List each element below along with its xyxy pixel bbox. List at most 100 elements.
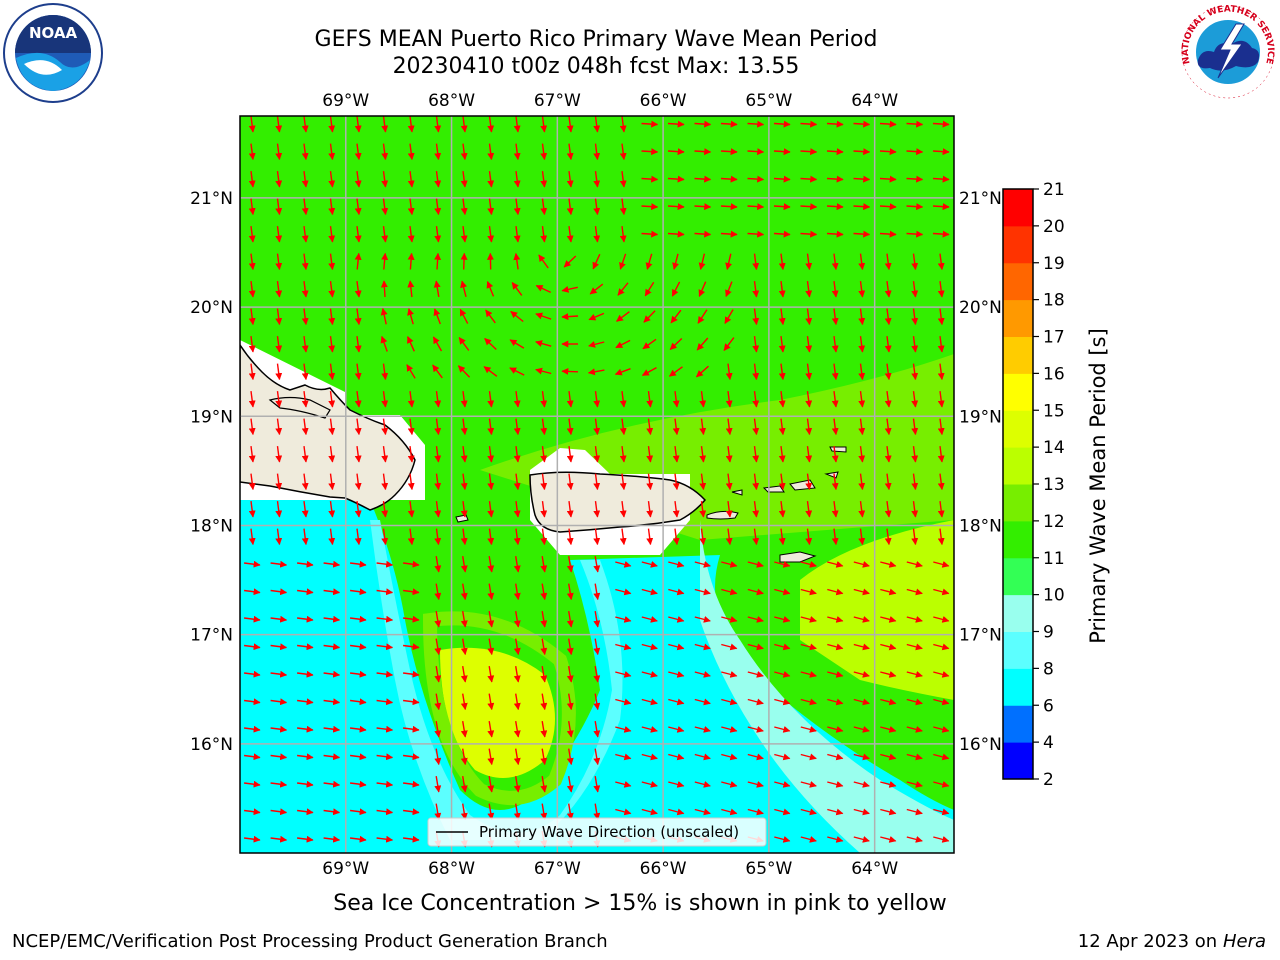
wave-arrow — [906, 726, 923, 733]
wave-arrow — [774, 836, 791, 843]
arrow-legend-label: Primary Wave Direction (unscaled) — [479, 823, 739, 841]
wave-arrow — [937, 528, 945, 546]
wave-arrow — [434, 803, 442, 821]
wave-arrow — [403, 753, 420, 761]
wave-arrow — [487, 720, 495, 738]
wave-arrow — [667, 203, 685, 211]
wave-arrow — [752, 446, 760, 463]
wave-arrow — [593, 143, 601, 161]
wave-arrow — [593, 473, 601, 491]
wave-arrow — [696, 337, 709, 351]
wave-arrow — [932, 148, 950, 156]
wave-arrow — [880, 643, 897, 651]
wave-arrow — [699, 501, 707, 518]
wave-arrow — [407, 143, 415, 161]
wave-arrow — [354, 528, 362, 546]
wave-arrow — [747, 148, 765, 156]
wave-arrow — [800, 588, 817, 596]
wave-arrow — [723, 337, 735, 351]
wave-arrow — [350, 808, 367, 816]
wave-arrow — [301, 418, 309, 436]
wave-arrow — [694, 120, 712, 128]
wave-arrow — [566, 610, 574, 628]
wave-arrow — [540, 665, 548, 683]
wave-arrow — [752, 501, 760, 518]
wave-arrow — [619, 473, 627, 491]
wave-arrow — [752, 363, 760, 381]
wave-arrow — [933, 698, 950, 706]
wave-arrow — [827, 561, 844, 568]
wave-arrow — [826, 120, 844, 128]
colorbar-swatch — [1003, 189, 1033, 227]
wave-arrow — [593, 748, 601, 766]
wave-arrow — [593, 528, 601, 546]
wave-arrow — [460, 665, 468, 683]
wave-arrow — [376, 588, 394, 596]
wave-arrow — [725, 418, 733, 436]
wave-arrow — [619, 198, 627, 216]
wave-arrow — [354, 363, 362, 381]
wave-arrow — [381, 418, 389, 436]
wave-arrow — [354, 336, 362, 353]
footer-date: 12 Apr 2023 on Hera — [1078, 931, 1266, 952]
wave-arrow — [301, 198, 309, 216]
wave-arrow — [376, 615, 394, 623]
wave-arrow — [800, 726, 817, 733]
wave-arrow — [932, 203, 950, 211]
wave-arrow — [778, 391, 786, 408]
lat-tick-left: 18°N — [190, 516, 233, 536]
wave-arrow — [460, 473, 468, 491]
wave-arrow — [884, 528, 892, 546]
wave-arrow — [672, 391, 680, 408]
wave-arrow — [566, 748, 574, 766]
wave-arrow — [376, 808, 394, 816]
wave-arrow — [244, 643, 261, 651]
wave-arrow — [511, 282, 523, 296]
wave-arrow — [805, 501, 813, 518]
wave-arrow — [619, 143, 627, 161]
field-green-ring — [422, 611, 576, 805]
wave-arrow — [827, 588, 844, 596]
wave-arrow — [884, 363, 892, 381]
wave-arrow — [725, 501, 733, 518]
wave-arrow — [513, 116, 521, 133]
lon-tick-bottom: 65°W — [745, 859, 792, 879]
wave-arrow — [459, 308, 469, 324]
wave-arrow — [561, 367, 579, 375]
wave-arrow — [248, 253, 256, 271]
wave-arrow — [540, 638, 548, 656]
wave-arrow — [407, 280, 415, 298]
wave-arrow — [248, 528, 256, 546]
wave-arrow — [721, 561, 738, 568]
wave-arrow — [880, 671, 897, 678]
wave-arrow — [937, 501, 945, 518]
wave-arrow — [906, 120, 924, 128]
wave-arrow — [721, 781, 738, 788]
wave-arrow — [566, 116, 574, 133]
wave-arrow — [933, 616, 950, 623]
wave-arrow — [434, 583, 442, 601]
wave-arrow — [853, 203, 871, 211]
wave-arrow — [301, 528, 309, 546]
wave-arrow — [672, 473, 680, 491]
wave-arrow — [561, 285, 578, 293]
lat-tick-right: 20°N — [959, 298, 1002, 318]
wave-arrow — [858, 528, 866, 546]
wave-arrow — [513, 610, 521, 628]
wave-arrow — [593, 720, 601, 738]
wave-arrow — [858, 363, 866, 381]
wave-arrow — [248, 143, 256, 161]
wave-arrow — [641, 175, 659, 183]
wave-arrow — [407, 198, 415, 216]
wave-arrow — [645, 253, 653, 270]
wave-arrow — [672, 528, 680, 546]
wave-arrow — [694, 203, 712, 211]
wave-arrow — [800, 120, 818, 128]
wave-arrow — [275, 363, 283, 381]
wave-arrow — [827, 726, 844, 733]
wave-arrow — [773, 120, 791, 128]
wave-arrow — [911, 391, 919, 408]
wave-arrow — [460, 171, 468, 188]
wave-arrow — [381, 446, 389, 463]
